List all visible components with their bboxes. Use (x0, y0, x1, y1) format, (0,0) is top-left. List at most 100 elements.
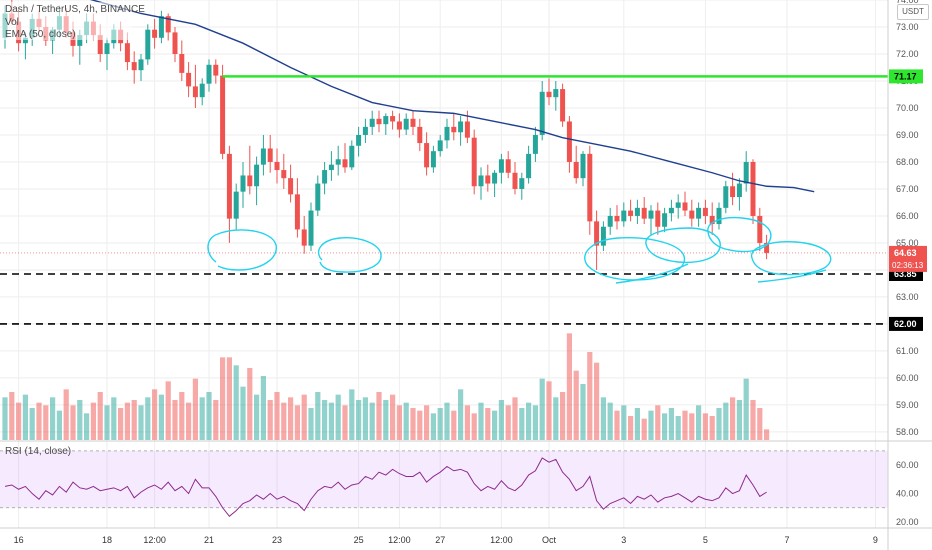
volume-bar (124, 402, 130, 440)
volume-bar (158, 394, 164, 440)
candle (104, 37, 110, 71)
price-tick-label: 73.00 (896, 22, 919, 32)
cyan-annotations (207, 216, 832, 284)
candle (430, 145, 436, 173)
candle (526, 145, 532, 184)
time-tick-label: 27 (435, 535, 445, 545)
volume-bar (356, 400, 362, 440)
candle (417, 118, 423, 152)
candle (471, 129, 477, 195)
volume-bar (308, 408, 314, 440)
volume-bar (118, 408, 124, 440)
candle (315, 175, 321, 216)
volume-bar (655, 405, 661, 440)
candle (451, 113, 457, 141)
price-tick-label: 67.00 (896, 184, 919, 194)
volume-bar (294, 405, 300, 440)
volume-bar (240, 386, 246, 440)
volume-bar (750, 400, 756, 440)
time-tick-label: 5 (703, 535, 708, 545)
candle (723, 180, 729, 214)
volume-bar (315, 392, 321, 440)
volume-bar (179, 392, 185, 440)
candle (179, 40, 185, 81)
countdown-label: 02:36:13 (892, 261, 924, 270)
candle-body (736, 183, 742, 198)
candle-body (376, 118, 382, 125)
candle (743, 151, 749, 192)
candle-body (124, 43, 130, 63)
candle (403, 113, 409, 135)
candle (696, 202, 702, 227)
candle (709, 202, 715, 235)
volume-bar (689, 413, 695, 440)
volume-bar (56, 410, 62, 440)
time-tick-label: Oct (542, 535, 557, 545)
volume-bar (84, 413, 90, 440)
candle-body (662, 213, 668, 227)
volume-bar (274, 392, 280, 440)
candle (505, 151, 511, 179)
candle-body (696, 207, 702, 219)
candle (532, 126, 538, 162)
candle-body (580, 153, 586, 179)
candle (260, 134, 266, 176)
annotation-circle-4 (645, 227, 721, 264)
volume-legend: Vol (5, 17, 19, 28)
candle-body (492, 172, 498, 184)
rsi-tick-label: 40.00 (896, 489, 919, 499)
volume-bar (138, 405, 144, 440)
candle (587, 145, 593, 235)
volume-bar (70, 405, 76, 440)
volume-bar (328, 402, 334, 440)
candle-body (186, 72, 192, 87)
candle-body (308, 210, 314, 246)
volume-bar (369, 402, 375, 440)
candle-body (288, 178, 294, 195)
candle (655, 202, 661, 235)
candle (206, 59, 212, 92)
candle (131, 51, 137, 84)
annotation-circle-5 (707, 216, 772, 253)
candle (716, 202, 722, 230)
candle-body (709, 215, 715, 225)
candle (356, 126, 362, 157)
price-tick-label: 68.00 (896, 157, 919, 167)
price-tags: 71.17 63.85 62.00 64.63 02:36:13 (889, 69, 927, 331)
candle-body (641, 207, 647, 219)
candle-body (179, 53, 185, 73)
currency-button[interactable]: USDT (897, 4, 929, 20)
time-tick-label: 23 (272, 535, 282, 545)
candle-body (471, 137, 477, 187)
candle-body (22, 37, 28, 44)
candle-body (560, 89, 566, 122)
candle-body (226, 153, 232, 219)
candle-body (757, 215, 763, 243)
candle-body (274, 161, 280, 171)
candle-body (526, 153, 532, 179)
candle-body (621, 210, 627, 222)
candle-body (383, 116, 389, 125)
candle-body (206, 64, 212, 84)
volume-bar (560, 392, 566, 440)
volume-bar (458, 389, 464, 440)
candle-body (689, 210, 695, 219)
candle (308, 202, 314, 252)
candle (138, 53, 144, 81)
volume-bar (260, 376, 266, 440)
candle-body (396, 121, 402, 130)
rsi-line (4, 457, 767, 518)
price-tick-label: 60.00 (896, 373, 919, 383)
candle-body (451, 126, 457, 133)
volume-bar (97, 392, 103, 440)
candle (172, 26, 178, 63)
price-axis: 58.0059.0060.0061.0062.0063.0064.0065.00… (896, 0, 919, 437)
candle-body (430, 151, 436, 168)
candle-body (152, 29, 158, 38)
volume-bar (267, 400, 273, 440)
candle-body (254, 164, 260, 187)
volume-bar (390, 394, 396, 440)
time-tick-label: 3 (621, 535, 626, 545)
candle (254, 156, 260, 206)
